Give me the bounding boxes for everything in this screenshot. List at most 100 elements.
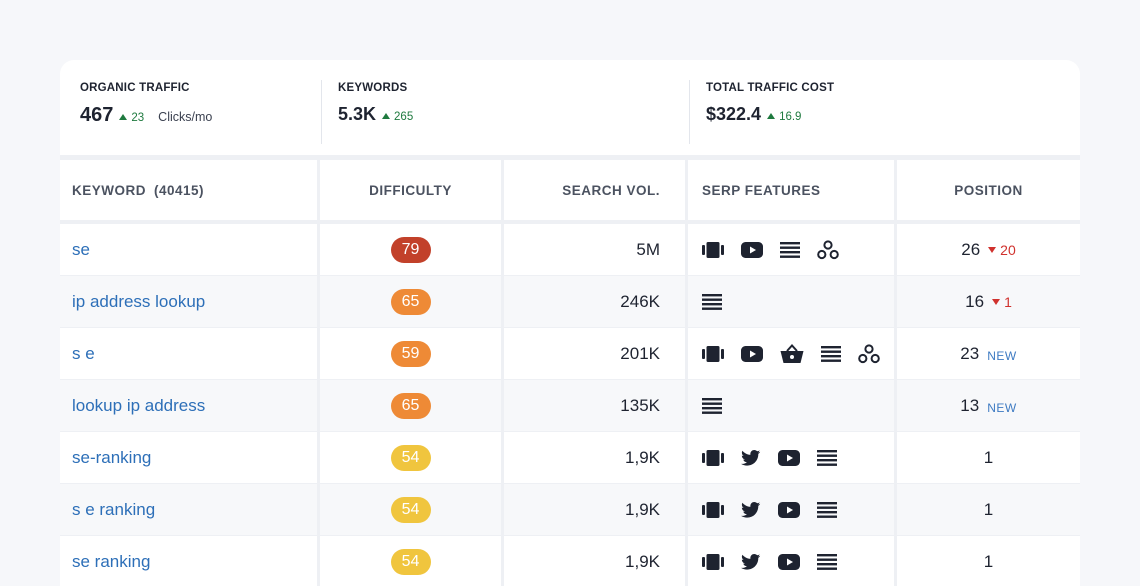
position-cell: 1 — [897, 484, 1080, 535]
twitter-icon[interactable] — [741, 449, 761, 466]
new-badge: NEW — [987, 348, 1017, 363]
arrow-down-icon — [988, 246, 997, 253]
difficulty-badge: 65 — [390, 288, 431, 315]
carousel-icon[interactable] — [702, 449, 724, 467]
keyword-link[interactable]: ip address lookup — [72, 291, 206, 311]
stat-keywords: KEYWORDS 5.3K 265 — [338, 82, 413, 125]
stat-organic-traffic: ORGANIC TRAFFIC 467 23 Clicks/mo — [80, 82, 212, 127]
difficulty-badge: 79 — [390, 236, 431, 263]
search-volume: 1,9K — [625, 447, 660, 467]
carousel-icon[interactable] — [702, 553, 724, 571]
header-difficulty[interactable]: DIFFICULTY — [320, 160, 504, 220]
divider — [321, 80, 322, 144]
table-row[interactable]: s e 59 201K 23 NEW — [60, 328, 1080, 380]
table-row[interactable]: se 79 5M 26 20 — [60, 224, 1080, 276]
serp-features-cell — [688, 432, 897, 483]
keyword-link[interactable]: se — [72, 239, 90, 259]
difficulty-badge: 54 — [390, 444, 431, 471]
position-value: 23 — [960, 343, 980, 363]
keywords-table: KEYWORD (40415) DIFFICULTY SEARCH VOL. S… — [60, 160, 1080, 586]
stat-label: TOTAL TRAFFIC COST — [706, 82, 835, 94]
header-keyword[interactable]: KEYWORD (40415) — [60, 160, 320, 220]
position-change-value: 1 — [1004, 293, 1012, 310]
new-badge: NEW — [987, 400, 1017, 415]
keyword-link[interactable]: s e — [72, 343, 95, 363]
position-cell: 26 20 — [897, 224, 1080, 275]
difficulty-badge: 54 — [390, 548, 431, 575]
table-row[interactable]: se ranking 54 1,9K 1 — [60, 536, 1080, 586]
stat-delta-value: 23 — [131, 112, 145, 124]
stat-delta: 16.9 — [767, 111, 801, 123]
volume-cell: 1,9K — [504, 484, 688, 535]
list-icon[interactable] — [780, 241, 800, 258]
arrow-up-icon — [767, 113, 776, 119]
keyword-cell: lookup ip address — [60, 380, 320, 431]
serp-features-cell — [688, 276, 897, 327]
position-change: 1 — [992, 294, 1012, 310]
twitter-icon[interactable] — [741, 501, 761, 518]
list-icon[interactable] — [702, 397, 722, 414]
table-row[interactable]: se-ranking 54 1,9K 1 — [60, 432, 1080, 484]
youtube-icon[interactable] — [741, 241, 763, 258]
position-value: 1 — [983, 551, 994, 571]
list-icon[interactable] — [817, 449, 837, 466]
list-icon[interactable] — [821, 345, 841, 362]
volume-cell: 5M — [504, 224, 688, 275]
search-volume: 5M — [636, 239, 660, 259]
header-serp-features[interactable]: SERP FEATURES — [688, 160, 897, 220]
carousel-icon[interactable] — [702, 345, 724, 363]
difficulty-cell: 54 — [320, 432, 504, 483]
volume-cell: 246K — [504, 276, 688, 327]
keyword-link[interactable]: lookup ip address — [72, 395, 206, 415]
search-volume: 1,9K — [625, 551, 660, 571]
table-row[interactable]: ip address lookup 65 246K 16 1 — [60, 276, 1080, 328]
table-row[interactable]: s e ranking 54 1,9K 1 — [60, 484, 1080, 536]
stat-label: ORGANIC TRAFFIC — [80, 82, 190, 94]
position-cell: 1 — [897, 536, 1080, 586]
header-search-vol[interactable]: SEARCH VOL. — [504, 160, 688, 220]
search-volume: 201K — [620, 343, 660, 363]
people-icon[interactable] — [858, 343, 880, 364]
shopping-basket-icon[interactable] — [780, 343, 804, 364]
youtube-icon[interactable] — [778, 449, 800, 466]
keyword-link[interactable]: se ranking — [72, 551, 151, 571]
carousel-icon[interactable] — [702, 501, 724, 519]
position-value: 26 — [961, 239, 981, 259]
twitter-icon[interactable] — [741, 553, 761, 570]
keyword-link[interactable]: se-ranking — [72, 447, 152, 467]
list-icon[interactable] — [817, 501, 837, 518]
stat-label: KEYWORDS — [338, 82, 408, 94]
youtube-icon[interactable] — [778, 553, 800, 570]
list-icon[interactable] — [702, 293, 722, 310]
search-volume: 135K — [620, 395, 660, 415]
serp-features-cell — [688, 224, 897, 275]
keyword-cell: se — [60, 224, 320, 275]
carousel-icon[interactable] — [702, 241, 724, 259]
section-divider — [60, 155, 1080, 160]
people-icon[interactable] — [817, 239, 839, 260]
keyword-cell: s e — [60, 328, 320, 379]
arrow-up-icon — [382, 113, 391, 119]
search-volume: 1,9K — [625, 499, 660, 519]
header-position[interactable]: POSITION — [954, 182, 1023, 198]
youtube-icon[interactable] — [778, 501, 800, 518]
position-cell: 23 NEW — [897, 328, 1080, 379]
position-value: 1 — [983, 447, 994, 467]
volume-cell: 1,9K — [504, 536, 688, 586]
difficulty-cell: 65 — [320, 276, 504, 327]
keyword-link[interactable]: s e ranking — [72, 499, 156, 519]
difficulty-cell: 54 — [320, 536, 504, 586]
list-icon[interactable] — [817, 553, 837, 570]
serp-features-cell — [688, 536, 897, 586]
keyword-cell: se ranking — [60, 536, 320, 586]
position-change-value: 20 — [1000, 241, 1016, 258]
table-header: KEYWORD (40415) DIFFICULTY SEARCH VOL. S… — [60, 160, 1080, 224]
search-volume: 246K — [620, 291, 660, 311]
youtube-icon[interactable] — [741, 345, 763, 362]
arrow-up-icon — [119, 114, 128, 120]
keyword-cell: ip address lookup — [60, 276, 320, 327]
volume-cell: 135K — [504, 380, 688, 431]
keyword-cell: s e ranking — [60, 484, 320, 535]
table-row[interactable]: lookup ip address 65 135K 13 NEW — [60, 380, 1080, 432]
stat-value: 467 — [80, 104, 114, 126]
